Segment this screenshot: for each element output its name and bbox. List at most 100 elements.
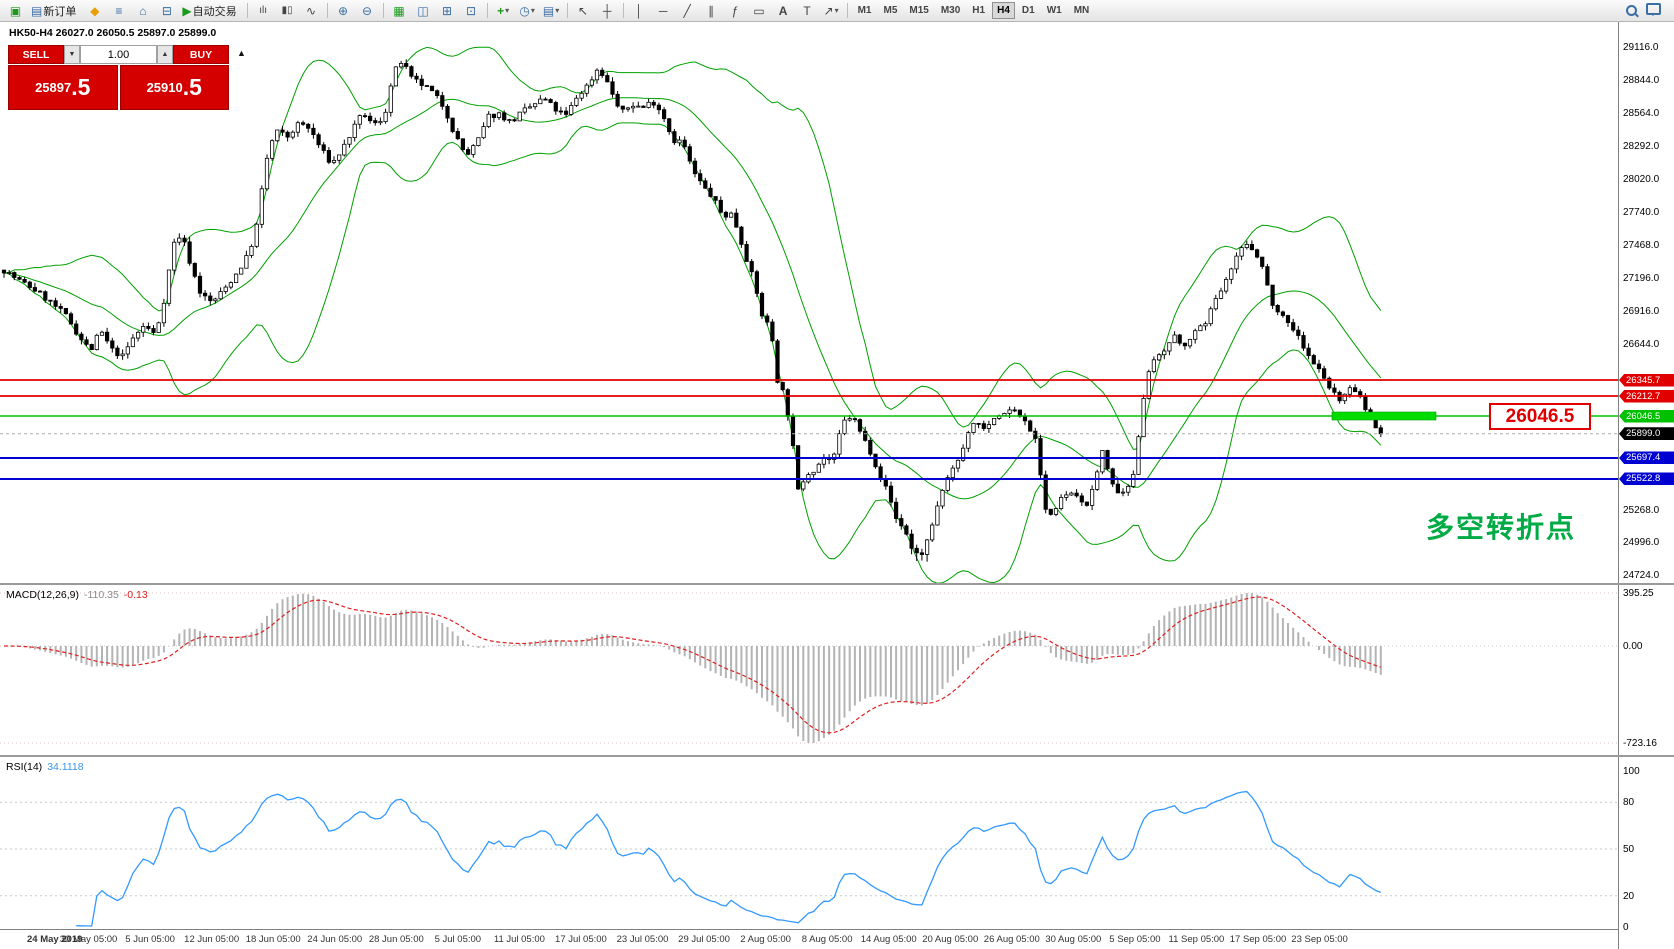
timeframe-mn[interactable]: MN <box>1073 5 1090 16</box>
time-axis-label: 5 Sep 05:00 <box>1109 934 1161 945</box>
buy-price-pips: .5 <box>182 74 202 100</box>
volume-down-spinner[interactable]: ▼ <box>64 45 80 64</box>
cascade-windows-icon[interactable]: ⊡ <box>466 3 477 18</box>
rsi-axis-label: 50 <box>1623 844 1635 855</box>
channel-tool[interactable]: ∥ <box>700 1 723 21</box>
one-click-trading-widget: SELL ▼ 1.00 ▲ BUY 25897.5 25910.5 <box>8 45 229 110</box>
time-axis-label: 5 Jul 05:00 <box>434 934 482 945</box>
time-axis-label: 30 Aug 05:00 <box>1045 934 1102 945</box>
symbol-ohlc-info: HK50-H4 26027.0 26050.5 25897.0 25899.0 <box>9 27 217 39</box>
sell-price-pips: .5 <box>71 74 91 100</box>
macd-panel-canvas[interactable] <box>0 585 1618 755</box>
main-chart-canvas[interactable] <box>0 22 1618 583</box>
panel-separator[interactable] <box>0 583 1674 585</box>
toolbar-separator <box>622 3 624 18</box>
timeframe-h1[interactable]: H1 <box>972 5 986 16</box>
trendline-tool[interactable]: ╱ <box>676 1 699 21</box>
rsi-value: 34.1118 <box>47 761 84 773</box>
sell-price-main: 25897 <box>35 80 72 95</box>
time-axis-label: 12 Jun 05:00 <box>184 934 240 945</box>
horizontal-line-tool[interactable]: ─ <box>652 1 675 21</box>
sell-price-button[interactable]: 25897.5 <box>8 65 118 110</box>
chart-annotation-text[interactable]: 多空转折点 <box>1426 512 1577 543</box>
shapes-tool[interactable]: ▭ <box>748 1 771 21</box>
history-center-icon[interactable]: ⊟ <box>161 3 172 18</box>
highlight-price-label[interactable]: 26046.5 <box>1489 403 1591 430</box>
new-window-icon[interactable]: ⊞ <box>442 3 453 18</box>
macd-axis-label: 0.00 <box>1623 641 1643 652</box>
time-axis[interactable]: 24 May 2019 30 May 05:00 5 Jun 05:00 12 Jun… <box>0 929 1618 949</box>
macd-axis-label: -723.16 <box>1623 737 1657 749</box>
trendline-icon: ╱ <box>683 3 691 18</box>
indicators-button[interactable]: + ▾ <box>492 1 515 21</box>
text-label-tool[interactable]: T <box>796 1 819 21</box>
timeframe-m1[interactable]: M1 <box>857 5 872 16</box>
order-row: SELL ▼ 1.00 ▲ BUY <box>8 45 229 64</box>
fibonacci-tool[interactable]: ƒ <box>724 1 747 21</box>
buy-button[interactable]: BUY <box>173 45 229 64</box>
timeframe-w1[interactable]: W1 <box>1046 5 1062 16</box>
arrow-icon: ↗ <box>823 3 834 18</box>
volume-up-spinner[interactable]: ▲ <box>157 45 173 64</box>
time-axis-label: 30 May 05:00 <box>59 934 118 945</box>
new-order-button[interactable]: ▤ 新订单 <box>28 1 82 21</box>
time-axis-label: 28 Jun 05:00 <box>368 934 424 945</box>
quick-search-icon[interactable] <box>1626 5 1637 16</box>
periods-button[interactable]: ◷ ▾ <box>516 1 539 21</box>
terminal-icon[interactable]: ▣ <box>9 3 22 18</box>
chevron-down-icon: ▾ <box>834 6 839 15</box>
timeframe-m15[interactable]: M15 <box>909 5 929 16</box>
macd-signal-value: -0.13 <box>123 589 148 601</box>
time-axis-label: 23 Sep 05:00 <box>1291 934 1348 945</box>
bar-chart-icon[interactable]: ılı <box>259 5 267 16</box>
toolbar-separator <box>846 3 848 18</box>
candlestick-chart-icon[interactable]: ▮▯ <box>281 5 293 16</box>
timeframe-h4[interactable]: H4 <box>992 2 1015 19</box>
crosshair-tool[interactable]: ┼ <box>596 1 619 21</box>
tile-windows-icon[interactable]: ◫ <box>417 3 429 18</box>
buy-price-button[interactable]: 25910.5 <box>119 65 229 110</box>
autotrading-button[interactable]: ▶ 自动交易 <box>179 1 242 21</box>
zoom-in-icon[interactable]: ⊕ <box>338 3 349 18</box>
metaeditor-icon[interactable]: ◆ <box>90 3 100 18</box>
time-axis-label: 11 Sep 05:00 <box>1168 934 1225 945</box>
vertical-line-tool[interactable]: │ <box>628 1 651 21</box>
text-tool[interactable]: A <box>772 1 795 21</box>
market-watch-icon[interactable]: ≡ <box>115 3 123 18</box>
cursor-tool[interactable]: ↖ <box>572 1 595 21</box>
widget-collapse-icon[interactable]: ▲ <box>237 48 246 58</box>
level-price-tag: 26212.7 <box>1619 389 1674 403</box>
level-price-tag: 26046.5 <box>1619 409 1674 423</box>
price-scale[interactable]: 29116.0 28844.0 28564.0 28292.0 28020.0 27740… <box>1618 22 1674 949</box>
rsi-header: RSI(14) 34.1118 <box>6 761 84 773</box>
grid-icon[interactable]: ▦ <box>393 3 405 18</box>
time-axis-label: 14 Aug 05:00 <box>860 934 917 945</box>
price-axis-label: 27740.0 <box>1623 207 1660 219</box>
price-axis-label: 28292.0 <box>1623 141 1660 153</box>
arrows-tool[interactable]: ↗ ▾ <box>820 1 843 21</box>
rsi-panel-canvas[interactable] <box>0 757 1618 929</box>
chat-icon[interactable] <box>1646 2 1661 16</box>
chevron-down-icon: ▾ <box>530 6 535 15</box>
rsi-axis-label: 0 <box>1623 922 1629 933</box>
time-axis-label: 11 Jul 05:00 <box>493 934 545 945</box>
timeframe-m5[interactable]: M5 <box>883 5 898 16</box>
price-axis-label: 27196.0 <box>1623 272 1660 284</box>
templates-button[interactable]: ▤ ▾ <box>540 1 563 21</box>
time-axis-label: 29 Jul 05:00 <box>678 934 730 945</box>
macd-value: -110.35 <box>83 589 119 601</box>
timeframe-m30[interactable]: M30 <box>940 5 961 16</box>
volume-input[interactable]: 1.00 <box>80 45 157 64</box>
navigator-icon[interactable]: ⌂ <box>139 3 147 18</box>
time-axis-label: 5 Jun 05:00 <box>125 934 175 945</box>
buy-price-main: 25910 <box>146 80 183 95</box>
sell-button[interactable]: SELL <box>8 45 64 64</box>
zoom-out-icon[interactable]: ⊖ <box>362 3 373 18</box>
line-chart-icon[interactable]: ∿ <box>306 3 317 18</box>
timeframe-d1[interactable]: D1 <box>1021 5 1035 16</box>
rsi-axis-label: 80 <box>1623 797 1635 809</box>
autotrading-play-icon: ▶ <box>182 3 192 18</box>
panel-separator[interactable] <box>0 755 1674 757</box>
price-axis-label: 24996.0 <box>1623 537 1660 549</box>
